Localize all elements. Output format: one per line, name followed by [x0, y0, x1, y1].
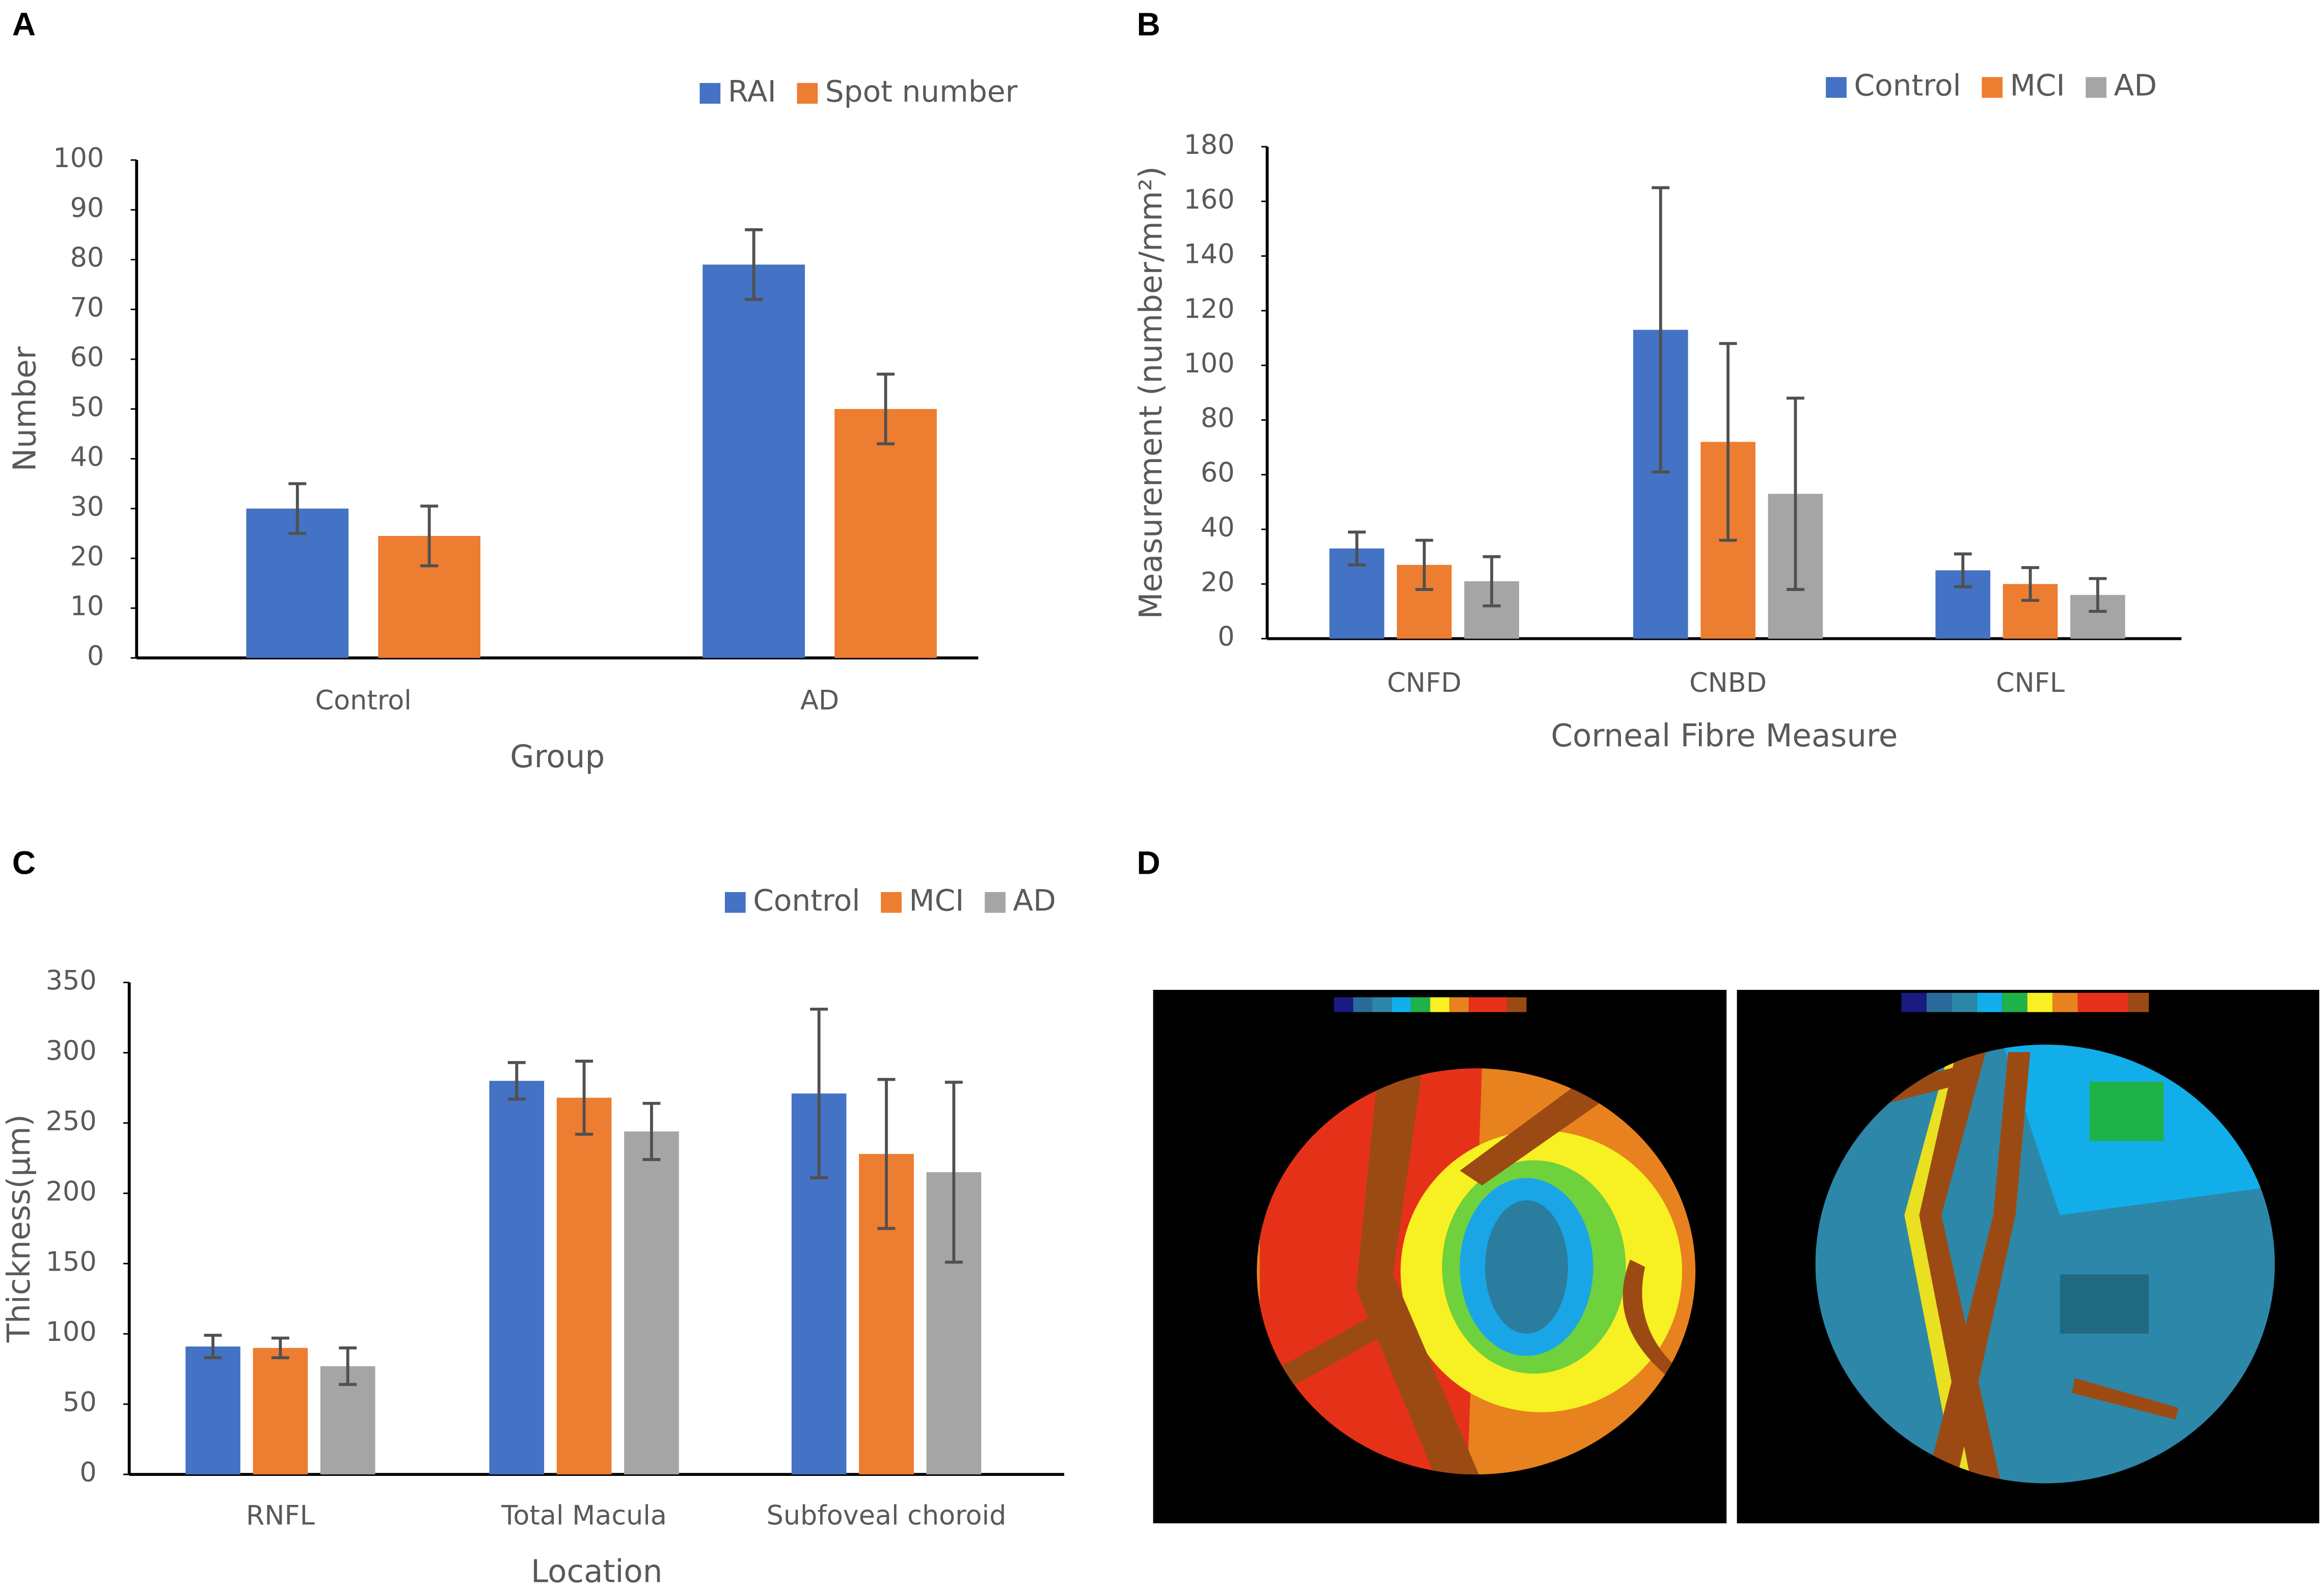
legend-label: AD [1013, 883, 1056, 918]
x-tick-label: Control [315, 685, 412, 716]
y-axis-label: Measurement (number/mm²) [1133, 166, 1169, 619]
legend-label: Control [753, 883, 860, 918]
y-tick-label: 300 [46, 1035, 97, 1066]
right-map [1815, 1044, 2275, 1484]
y-tick-label: 180 [1184, 129, 1235, 160]
y-tick-label: 40 [1201, 512, 1235, 543]
error-bar [2089, 577, 2107, 613]
y-tick-label: 20 [1201, 567, 1235, 598]
y-axis-label: Thickness(μm) [1, 1114, 37, 1343]
error-bar [877, 372, 895, 446]
legend-swatch [724, 892, 746, 913]
error-bar [1652, 186, 1670, 474]
bar [624, 1131, 679, 1475]
error-bar [2021, 566, 2039, 602]
y-tick-label: 160 [1184, 184, 1235, 215]
legend-label: Control [1854, 68, 1961, 103]
colorbar-right [1901, 992, 2149, 1012]
y-tick-label: 30 [70, 491, 104, 522]
y-tick-label: 80 [70, 242, 104, 274]
error-bar [1954, 552, 1972, 588]
error-bar [575, 1060, 593, 1136]
error-bar [1719, 342, 1737, 542]
y-tick-label: 100 [1184, 348, 1235, 379]
legend-label: MCI [2010, 68, 2065, 103]
legend-label: Spot number [825, 74, 1018, 109]
legend-label: MCI [909, 883, 964, 918]
legend-swatch [2086, 77, 2106, 98]
y-tick-label: 70 [70, 292, 104, 323]
y-tick-label: 100 [53, 143, 104, 174]
error-bar [745, 228, 763, 301]
error-bar [877, 1077, 896, 1230]
error-bar [1482, 555, 1501, 608]
panel-label: C [12, 845, 36, 881]
x-tick-label: CNBD [1689, 667, 1767, 698]
legend-swatch [1826, 77, 1847, 98]
x-tick-label: CNFL [1996, 667, 2065, 698]
legend-swatch [985, 892, 1006, 913]
error-bar [944, 1081, 963, 1264]
error-bar [642, 1101, 661, 1161]
x-tick-label: CNFD [1387, 667, 1462, 698]
y-tick-label: 140 [1184, 239, 1235, 270]
y-tick-label: 150 [46, 1246, 97, 1277]
error-bar [1415, 538, 1434, 591]
x-tick-label: RNFL [246, 1500, 315, 1531]
panel-label: B [1137, 6, 1160, 42]
y-tick-label: 40 [70, 442, 104, 473]
x-tick-label: Total Macula [501, 1500, 667, 1531]
y-tick-label: 200 [46, 1176, 97, 1207]
y-tick-label: 10 [70, 591, 104, 622]
bar [702, 264, 805, 658]
error-bar [288, 482, 307, 535]
y-tick-label: 100 [46, 1316, 97, 1348]
left-map [1257, 1068, 1696, 1475]
x-axis-label: Group [510, 739, 605, 775]
y-tick-label: 250 [46, 1106, 97, 1137]
y-tick-label: 0 [87, 640, 104, 671]
y-tick-label: 50 [63, 1387, 97, 1418]
y-tick-label: 80 [1201, 402, 1235, 434]
y-axis-label: Number [7, 346, 43, 471]
x-tick-label: AD [800, 685, 839, 716]
y-tick-label: 0 [79, 1457, 96, 1488]
error-bar [810, 1007, 828, 1179]
error-bar [271, 1336, 289, 1360]
legend-swatch [881, 892, 902, 913]
legend-label: RAI [728, 74, 776, 109]
bar [253, 1348, 308, 1475]
error-bar [507, 1061, 526, 1101]
y-tick-label: 60 [1201, 457, 1235, 489]
y-tick-label: 50 [70, 392, 104, 423]
x-axis-label: Corneal Fibre Measure [1551, 718, 1898, 754]
bar [556, 1097, 612, 1475]
bar [834, 409, 937, 658]
y-tick-label: 90 [70, 193, 104, 224]
y-tick-label: 20 [70, 541, 104, 572]
y-tick-label: 350 [46, 965, 97, 996]
panel-label: A [12, 6, 36, 42]
bar [489, 1081, 545, 1475]
error-bar [339, 1346, 357, 1386]
error-bar [1348, 530, 1366, 567]
y-tick-label: 120 [1184, 293, 1235, 325]
panel-d-images [1153, 989, 2319, 1524]
error-bar [204, 1334, 222, 1360]
legend-swatch [699, 83, 721, 104]
y-tick-label: 60 [70, 342, 104, 373]
panel-label: D [1137, 845, 1160, 881]
x-axis-label: Location [531, 1554, 662, 1590]
legend-label: AD [2114, 68, 2157, 103]
error-bar [420, 504, 439, 568]
colorbar-left [1334, 997, 1527, 1012]
legend-swatch [797, 83, 818, 104]
bar [185, 1346, 240, 1475]
legend-swatch [1982, 77, 2003, 98]
error-bar [1787, 396, 1804, 591]
x-tick-label: Subfoveal choroid [767, 1500, 1007, 1531]
y-tick-label: 0 [1218, 622, 1234, 653]
